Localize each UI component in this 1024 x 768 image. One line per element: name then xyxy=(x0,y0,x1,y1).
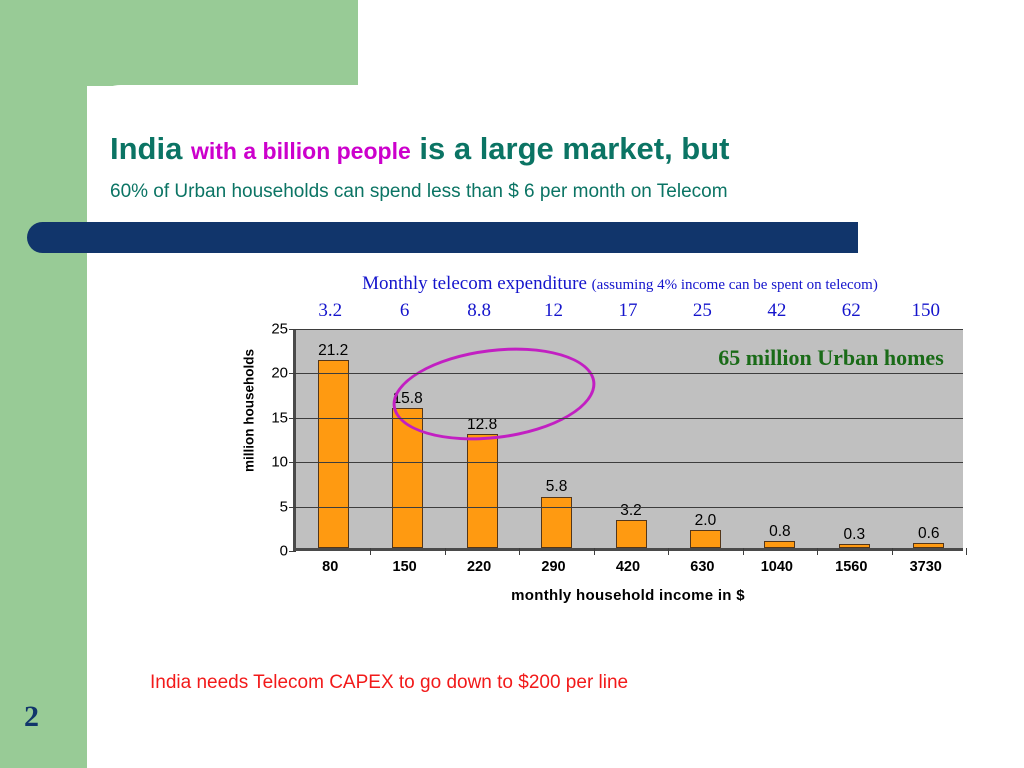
title-accent-billion-people: with a billion people xyxy=(190,138,411,164)
y-axis-tick-label: 0 xyxy=(279,542,288,560)
bar-value-label: 21.2 xyxy=(318,341,349,359)
y-axis-tick-label: 20 xyxy=(271,364,288,382)
y-axis-tick-label: 25 xyxy=(271,320,288,338)
y-axis-tick-mark xyxy=(289,329,296,330)
bar-value-label: 5.8 xyxy=(545,478,568,496)
page-number: 2 xyxy=(24,700,39,733)
bar-value-label: 2.0 xyxy=(694,512,717,530)
bar xyxy=(913,542,945,548)
bar xyxy=(838,544,870,548)
bar xyxy=(392,407,424,548)
bar xyxy=(764,540,796,548)
chart-secondary-axis-title: Monthly telecom expenditure (assuming 4%… xyxy=(250,273,990,295)
y-axis-tick-mark xyxy=(289,417,296,419)
chart-header-sub: (assuming 4% income can be spent on tele… xyxy=(591,277,878,293)
x-axis-tick-mark xyxy=(668,548,670,555)
chart-secondary-axis-values: 3.2 6 8.8 12 17 25 42 62 150 xyxy=(293,300,963,322)
x-axis-tick-mark xyxy=(370,548,372,555)
bar-value-label: 15.8 xyxy=(392,389,423,407)
bar xyxy=(615,519,647,548)
bar xyxy=(466,434,498,548)
x-axis-tick-mark xyxy=(966,548,967,555)
x-axis-tick-label: 290 xyxy=(541,559,566,575)
navy-accent-bar xyxy=(27,222,858,253)
x-axis-title: monthly household income in $ xyxy=(511,587,745,604)
green-top-block xyxy=(0,0,358,86)
y-axis-tick-mark xyxy=(289,506,296,508)
x-axis-tick-label: 1040 xyxy=(760,559,793,575)
bar-chart: million households 0 5 10 15 20 25 21.2 15.8 12… xyxy=(216,321,976,620)
expenditure-value: 17 xyxy=(618,300,638,321)
gridline xyxy=(296,462,963,464)
bar-value-label: 12.8 xyxy=(467,416,498,434)
x-axis-tick-label: 1560 xyxy=(835,559,868,575)
chart-header-main: Monthly telecom expenditure xyxy=(362,273,592,294)
bar xyxy=(541,496,573,548)
title-part-large-market: is a large market, but xyxy=(419,131,730,166)
gridline xyxy=(296,329,963,330)
x-axis-labels: 80 150 220 290 420 630 1040 1560 3730 xyxy=(293,559,963,575)
expenditure-value: 3.2 xyxy=(318,300,343,321)
page-subtitle: 60% of Urban households can spend less t… xyxy=(110,181,728,202)
y-axis-tick-label: 10 xyxy=(271,453,288,471)
expenditure-value: 62 xyxy=(841,300,861,321)
y-axis-tick-label: 5 xyxy=(279,498,288,516)
x-axis-tick-label: 150 xyxy=(392,559,417,575)
gridline xyxy=(296,373,963,375)
x-axis-tick-mark xyxy=(444,548,446,555)
page-title: India with a billion people is a large m… xyxy=(110,131,980,166)
bar xyxy=(689,530,721,548)
x-axis-tick-label: 3730 xyxy=(909,559,942,575)
bar-series: 21.2 15.8 12.8 5.8 3.2 2.0 0.8 0.3 0.6 xyxy=(296,329,963,548)
bar-value-label: 0.3 xyxy=(843,526,866,543)
title-part-india: India xyxy=(110,131,183,166)
plot-area: 21.2 15.8 12.8 5.8 3.2 2.0 0.8 0.3 0.6 65 millio… xyxy=(289,329,967,555)
expenditure-value: 8.8 xyxy=(467,300,491,321)
expenditure-value: 12 xyxy=(544,300,564,321)
expenditure-value: 6 xyxy=(399,300,410,321)
footer-note: India needs Telecom CAPEX to go down to … xyxy=(150,672,629,693)
chart-annotation-65-million: 65 million Urban homes xyxy=(718,345,944,370)
x-axis-tick-mark xyxy=(742,548,744,555)
y-axis-ticks: 0 5 10 15 20 25 xyxy=(248,321,288,560)
x-axis-tick-label: 420 xyxy=(615,559,641,575)
gridline xyxy=(296,506,963,508)
x-axis-tick-mark xyxy=(891,548,893,555)
x-axis-tick-mark xyxy=(593,548,595,555)
y-axis-tick-mark xyxy=(289,373,296,375)
y-axis-tick-label: 15 xyxy=(271,409,288,427)
gridline xyxy=(296,417,963,419)
expenditure-value: 42 xyxy=(767,300,787,321)
x-axis-tick-mark xyxy=(519,548,521,555)
bar-value-label: 0.8 xyxy=(769,522,791,540)
bar xyxy=(317,359,349,548)
expenditure-value: 150 xyxy=(911,300,940,321)
y-axis-tick-mark xyxy=(289,551,296,552)
x-axis-tick-label: 630 xyxy=(690,559,715,575)
green-left-band xyxy=(0,0,87,768)
x-axis-tick-label: 80 xyxy=(322,559,339,575)
y-axis-tick-mark xyxy=(289,462,296,464)
x-axis-tick-label: 220 xyxy=(466,559,492,575)
bar-value-label: 3.2 xyxy=(620,501,642,519)
x-axis-tick-mark xyxy=(817,548,819,555)
expenditure-value: 25 xyxy=(692,300,712,321)
bar-value-label: 0.6 xyxy=(917,524,940,542)
